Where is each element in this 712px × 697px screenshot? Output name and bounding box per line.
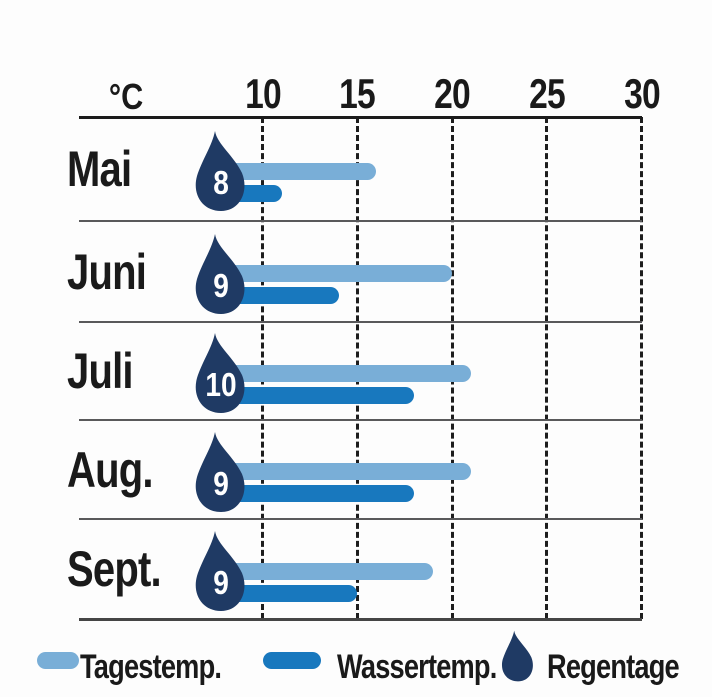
month-label: Juli xyxy=(67,345,149,397)
legend-label-rain-days: Regentage xyxy=(547,648,680,686)
rain-days-value: 10 xyxy=(205,366,237,403)
day-temp-bar xyxy=(213,162,377,180)
axis-tick-label: 25 xyxy=(529,70,566,117)
row-separator xyxy=(79,321,642,323)
chart-bottom-line xyxy=(79,617,642,621)
raindrop-icon: 9 xyxy=(194,530,248,612)
water-temp-bar xyxy=(213,584,358,602)
day-temp-bar xyxy=(213,265,453,282)
rain-days-value: 9 xyxy=(213,464,229,502)
axis-tick-label: 30 xyxy=(623,70,661,117)
day-temp-bar xyxy=(213,364,472,382)
axis-tick-label: 20 xyxy=(434,70,471,117)
rain-days-value: 9 xyxy=(213,564,229,601)
gridline xyxy=(640,117,644,619)
legend-swatch-day-temp xyxy=(37,652,79,669)
month-label: Juni xyxy=(67,246,166,298)
day-temp-bar xyxy=(213,562,434,580)
raindrop-icon xyxy=(500,630,536,682)
month-label: Sept. xyxy=(67,543,184,595)
rain-days-value: 9 xyxy=(213,266,229,304)
month-label: Mai xyxy=(67,143,147,195)
raindrop-shape xyxy=(195,333,245,413)
row-separator xyxy=(79,419,642,421)
raindrop-icon: 9 xyxy=(194,431,248,513)
legend-label-water-temp: Wassertemp. xyxy=(337,648,497,686)
raindrop-icon: 9 xyxy=(194,233,248,315)
month-label-text: Mai xyxy=(67,141,132,197)
month-label-text: Sept. xyxy=(67,541,162,597)
month-label-text: Aug. xyxy=(67,441,153,498)
axis-tick-label: 10 xyxy=(244,70,282,117)
raindrop-shape xyxy=(195,233,245,314)
rain-days-value: 8 xyxy=(213,164,229,201)
water-temp-bar xyxy=(213,485,415,502)
month-label-text: Juni xyxy=(67,243,147,300)
gridline xyxy=(545,117,549,619)
row-separator xyxy=(79,518,642,520)
legend-label-day-temp: Tagestemp. xyxy=(80,648,222,686)
month-label-text: Juli xyxy=(67,343,134,399)
axis-line xyxy=(79,115,642,119)
water-temp-bar xyxy=(213,287,339,304)
raindrop-icon: 8 xyxy=(194,130,248,212)
raindrop-shape xyxy=(195,531,245,611)
raindrop-icon: 10 xyxy=(194,332,248,414)
legend-swatch-water-temp xyxy=(263,652,321,669)
raindrop-shape xyxy=(195,431,245,512)
axis-unit-label: °C xyxy=(108,76,144,117)
day-temp-bar xyxy=(213,463,472,480)
raindrop-shape xyxy=(195,131,245,211)
row-separator xyxy=(79,220,642,222)
month-label: Aug. xyxy=(67,444,174,496)
axis-tick-label: 15 xyxy=(339,70,377,117)
water-temp-bar xyxy=(213,386,415,404)
raindrop-shape xyxy=(501,630,533,682)
